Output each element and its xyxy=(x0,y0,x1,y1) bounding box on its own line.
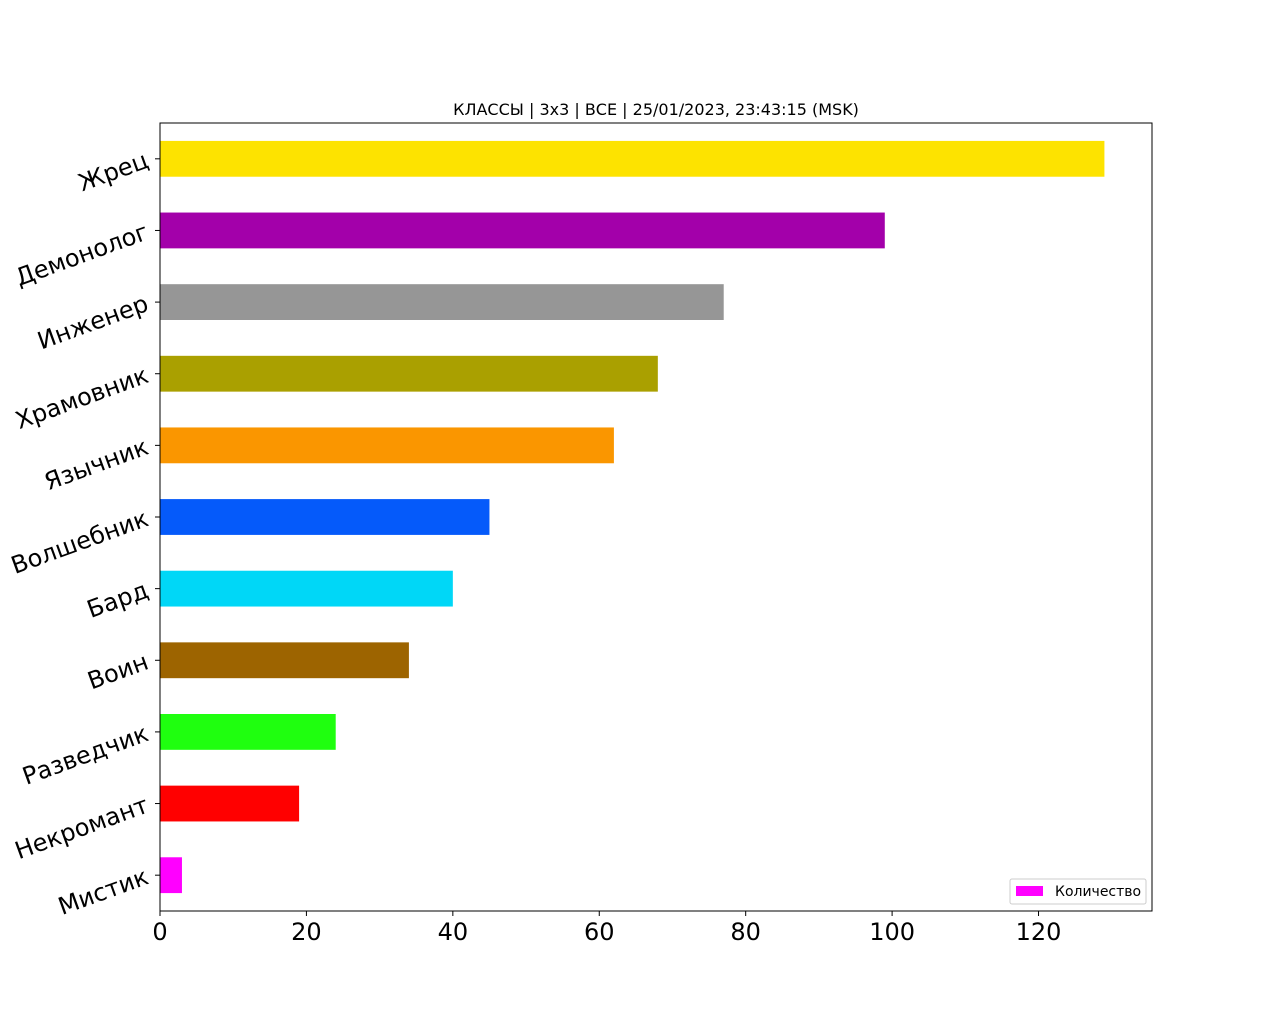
y-tick-label: Инженер xyxy=(34,289,152,355)
x-tick-label: 20 xyxy=(291,918,322,946)
y-tick-label: Некромант xyxy=(11,791,152,865)
y-tick-label: Жрец xyxy=(75,146,152,197)
y-tick-label: Язычник xyxy=(41,433,152,496)
chart-title: КЛАССЫ | 3x3 | ВСЕ | 25/01/2023, 23:43:1… xyxy=(453,100,859,119)
bar xyxy=(160,570,453,607)
y-tick-label: Бард xyxy=(83,576,152,624)
legend-box xyxy=(1009,878,1147,905)
x-tick-label: 100 xyxy=(869,918,915,946)
bar xyxy=(160,284,724,320)
x-tick-label: 60 xyxy=(584,918,615,946)
x-axis: 0 20 40 60 80 100 120 xyxy=(152,911,1061,946)
bar xyxy=(160,140,1105,177)
bar xyxy=(160,857,182,894)
x-tick-label: 40 xyxy=(438,918,469,946)
bar xyxy=(160,642,409,679)
legend-label: Количество xyxy=(1055,884,1141,900)
bars-group xyxy=(160,140,1105,894)
x-tick-label: 0 xyxy=(152,918,167,946)
bar xyxy=(160,355,658,392)
y-tick-label: Мистик xyxy=(55,863,153,921)
x-tick-label: 80 xyxy=(730,918,761,946)
y-tick-label: Волшебник xyxy=(7,504,152,579)
y-tick-label: Воин xyxy=(84,648,152,696)
legend-swatch xyxy=(1016,886,1043,896)
bar xyxy=(160,714,336,750)
bar xyxy=(160,499,490,535)
bar xyxy=(160,785,300,822)
y-tick-label: Демонолог xyxy=(12,218,152,292)
y-tick-label: Храмовник xyxy=(12,361,152,435)
bar xyxy=(160,212,885,249)
x-tick-label: 120 xyxy=(1016,918,1062,946)
y-tick-label: Разведчик xyxy=(19,719,152,790)
bar xyxy=(160,427,614,464)
legend: Количество xyxy=(1009,878,1147,905)
